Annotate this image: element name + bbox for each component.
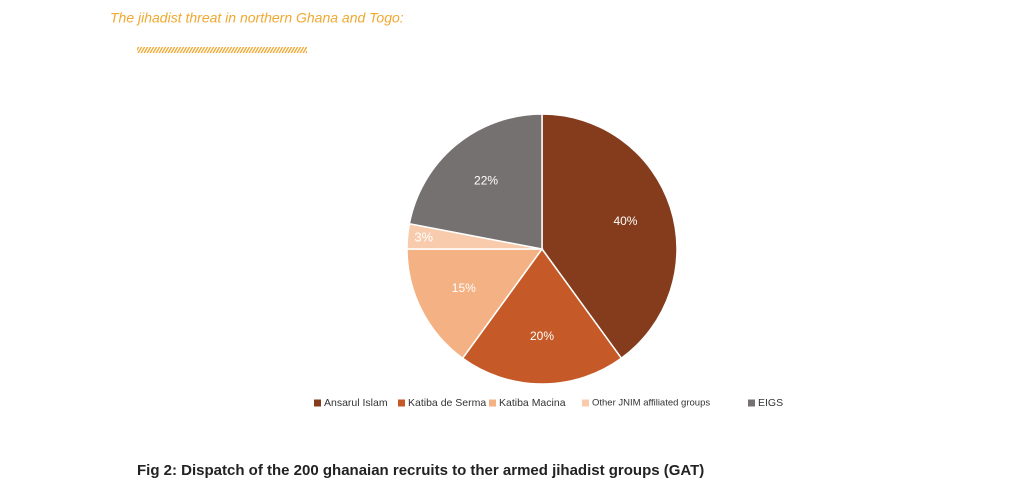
legend-swatch bbox=[398, 399, 405, 407]
pie-slice bbox=[408, 113, 543, 250]
legend-label: Ansarul Islam bbox=[324, 397, 388, 409]
legend-swatch bbox=[314, 399, 321, 407]
chart: 40% 20% 15% 3% 22% Ansarul Islam Katiba de Ser… bbox=[314, 113, 783, 409]
legend-swatch bbox=[489, 399, 496, 407]
legend-swatch bbox=[582, 399, 589, 407]
pie-slice bbox=[461, 247, 623, 385]
legend-label: Katiba de Serma bbox=[408, 397, 486, 409]
data-label: 3% bbox=[414, 229, 433, 244]
legend-label: Katiba Macina bbox=[499, 397, 566, 409]
pie-slice bbox=[541, 113, 678, 360]
legend-label: Other JNIM affiliated groups bbox=[592, 398, 710, 409]
legend-label: EIGS bbox=[758, 397, 783, 409]
header-decoration bbox=[137, 47, 307, 53]
caption: Fig 2: Dispatch of the 200 ghanaian recr… bbox=[137, 462, 704, 479]
header-title: The jihadist threat in northern Ghana an… bbox=[110, 10, 404, 26]
data-label: 15% bbox=[452, 281, 476, 295]
data-label: 40% bbox=[613, 214, 637, 228]
pie-slice bbox=[406, 248, 544, 360]
data-label: 20% bbox=[530, 329, 554, 343]
legend-swatch bbox=[748, 399, 755, 407]
data-label: 22% bbox=[474, 174, 498, 188]
